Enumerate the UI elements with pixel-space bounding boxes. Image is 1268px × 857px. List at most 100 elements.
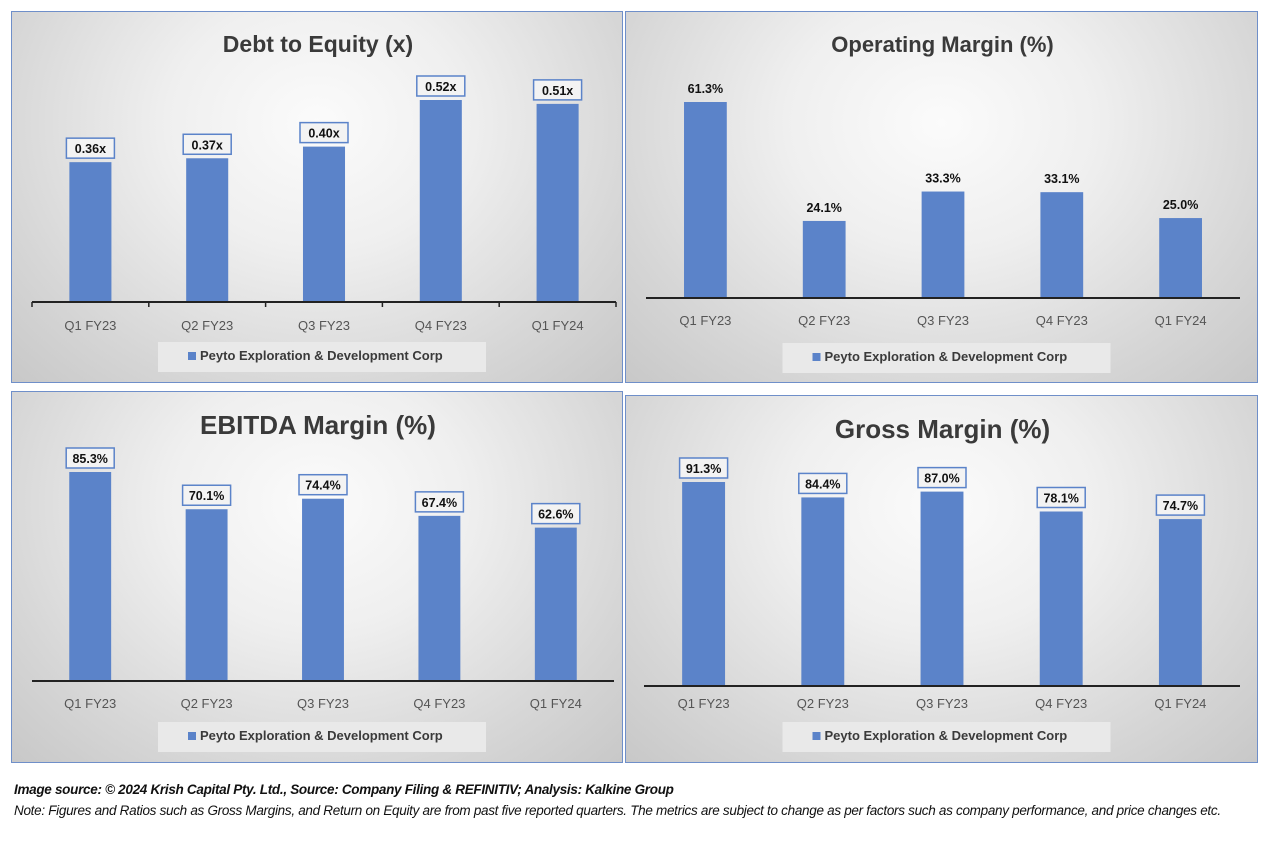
note-text: Note: Figures and Ratios such as Gross M… xyxy=(14,803,1221,818)
bar xyxy=(69,162,112,302)
category-label: Q4 FY23 xyxy=(413,696,465,711)
category-label: Q3 FY23 xyxy=(297,696,349,711)
chart-svg: Debt to Equity (x) 0.36x Q1 FY23 0.37x Q2 FY… xyxy=(31,31,617,372)
chart-panel-operating-margin: Operating Margin (%) 61.3% Q1 FY23 24.1% Q2 … xyxy=(625,11,1258,383)
legend-swatch xyxy=(188,352,196,360)
data-label: 61.3% xyxy=(688,82,723,96)
chart-title: Gross Margin (%) xyxy=(835,414,1050,444)
data-label-box xyxy=(298,473,348,496)
data-label: 87.0% xyxy=(924,472,959,486)
data-label-box xyxy=(414,491,465,513)
data-label: 0.52x xyxy=(425,80,456,94)
bar xyxy=(419,100,462,302)
legend-label: Peyto Exploration & Development Corp xyxy=(200,728,443,743)
data-label-box xyxy=(532,79,583,101)
data-label-box xyxy=(798,472,848,495)
data-label: 91.3% xyxy=(686,462,721,476)
legend-box xyxy=(158,342,486,372)
legend-label: Peyto Exploration & Development Corp xyxy=(200,348,443,363)
data-label-box xyxy=(182,133,232,156)
data-label-box xyxy=(181,484,232,506)
bar xyxy=(801,497,845,686)
data-label: 0.37x xyxy=(192,138,223,152)
data-label: 24.1% xyxy=(806,201,841,215)
data-label-box xyxy=(299,121,349,144)
category-label: Q2 FY23 xyxy=(181,696,233,711)
category-label: Q1 FY24 xyxy=(530,696,582,711)
image-source-text: Image source: © 2024 Krish Capital Pty. … xyxy=(14,782,674,797)
data-label-box xyxy=(1155,494,1206,516)
category-label: Q3 FY23 xyxy=(916,696,968,711)
data-label: 62.6% xyxy=(538,508,573,522)
data-label-box xyxy=(416,75,466,97)
bar xyxy=(69,472,112,681)
data-label: 33.1% xyxy=(1044,172,1079,186)
data-label-box xyxy=(65,137,116,159)
chart-title: Debt to Equity (x) xyxy=(223,31,413,57)
bar xyxy=(921,191,965,298)
bar xyxy=(536,103,579,302)
category-label: Q4 FY23 xyxy=(1035,696,1087,711)
bar xyxy=(1159,218,1202,298)
category-label: Q1 FY24 xyxy=(1154,696,1206,711)
bar xyxy=(920,491,964,686)
data-label-box xyxy=(1036,486,1086,509)
category-label: Q1 FY23 xyxy=(64,696,116,711)
chart-svg: Gross Margin (%) 91.3% Q1 FY23 84.4% Q2 FY23… xyxy=(644,414,1240,752)
bar xyxy=(1039,511,1083,686)
bar xyxy=(418,515,461,681)
bar xyxy=(186,158,229,302)
legend-label: Peyto Exploration & Development Corp xyxy=(825,349,1068,364)
bar xyxy=(682,482,726,686)
chart-svg: EBITDA Margin (%) 85.3% Q1 FY23 70.1% Q2 FY2… xyxy=(32,410,614,752)
category-label: Q1 FY23 xyxy=(678,696,730,711)
chart-svg: Operating Margin (%) 61.3% Q1 FY23 24.1% Q2 … xyxy=(646,32,1240,373)
chart-panel-ebitda-margin: EBITDA Margin (%) 85.3% Q1 FY23 70.1% Q2 FY2… xyxy=(11,391,623,763)
category-label: Q3 FY23 xyxy=(298,318,350,333)
category-label: Q2 FY23 xyxy=(181,318,233,333)
bar xyxy=(684,102,727,298)
data-label: 78.1% xyxy=(1043,491,1078,505)
bar xyxy=(1040,192,1084,298)
footer: Image source: © 2024 Krish Capital Pty. … xyxy=(14,779,1259,821)
data-label: 74.4% xyxy=(305,479,340,493)
bar xyxy=(302,498,344,681)
chart-panel-debt-to-equity: Debt to Equity (x) 0.36x Q1 FY23 0.37x Q2 FY… xyxy=(11,11,623,383)
bar xyxy=(802,220,846,298)
data-label: 74.7% xyxy=(1163,499,1198,513)
category-label: Q4 FY23 xyxy=(1036,313,1088,328)
data-label: 84.4% xyxy=(805,477,840,491)
category-label: Q2 FY23 xyxy=(797,696,849,711)
category-label: Q1 FY24 xyxy=(532,318,584,333)
category-label: Q1 FY23 xyxy=(679,313,731,328)
chart-panel-gross-margin: Gross Margin (%) 91.3% Q1 FY23 84.4% Q2 FY23… xyxy=(625,395,1258,763)
legend-label: Peyto Exploration & Development Corp xyxy=(825,728,1068,743)
legend-box xyxy=(782,722,1111,752)
data-label-box xyxy=(65,447,115,469)
data-label-box xyxy=(678,457,729,479)
legend-box xyxy=(782,343,1111,373)
bar xyxy=(1158,519,1202,686)
legend-swatch xyxy=(188,732,196,740)
data-label: 67.4% xyxy=(422,496,457,510)
category-label: Q3 FY23 xyxy=(917,313,969,328)
bar xyxy=(185,509,228,681)
legend-swatch xyxy=(812,732,821,740)
data-label: 85.3% xyxy=(72,452,107,466)
data-label-box xyxy=(917,466,967,489)
data-label-box xyxy=(531,502,581,525)
data-label: 25.0% xyxy=(1163,198,1198,212)
bar xyxy=(534,527,577,681)
legend-box xyxy=(158,722,486,752)
legend-swatch xyxy=(812,353,821,361)
category-label: Q1 FY23 xyxy=(64,318,116,333)
data-label: 70.1% xyxy=(189,489,224,503)
category-label: Q2 FY23 xyxy=(798,313,850,328)
category-label: Q1 FY24 xyxy=(1155,313,1207,328)
chart-title: EBITDA Margin (%) xyxy=(200,410,436,440)
data-label: 33.3% xyxy=(925,172,960,186)
data-label: 0.36x xyxy=(75,142,106,156)
chart-title: Operating Margin (%) xyxy=(831,32,1053,57)
data-label: 0.51x xyxy=(542,84,573,98)
bar xyxy=(302,146,346,302)
